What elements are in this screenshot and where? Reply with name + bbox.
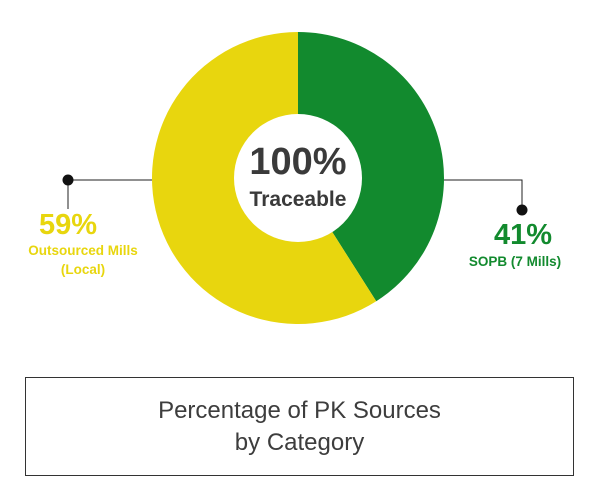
outsourced-connector-dot bbox=[62, 174, 74, 186]
outsourced-connector-line bbox=[67, 179, 152, 209]
caption-line-1: Percentage of PK Sources bbox=[158, 396, 441, 424]
pie-slice-sopb bbox=[298, 32, 445, 302]
caption-line-2: by Category bbox=[234, 428, 365, 456]
chart-caption-box: Percentage of PK Sources by Category bbox=[25, 377, 574, 476]
sopb-connector-dot bbox=[516, 204, 528, 216]
sopb-label: SOPB (7 Mills) bbox=[469, 254, 561, 269]
sopb-value-label: 41% bbox=[494, 219, 552, 251]
center-text-label: Traceable bbox=[250, 188, 347, 211]
donut-chart: 100% Traceable 59% Outsourced Mills (Loc… bbox=[28, 32, 561, 324]
outsourced-label-line2: (Local) bbox=[61, 262, 105, 277]
outsourced-value-label: 59% bbox=[39, 209, 97, 241]
center-value-label: 100% bbox=[249, 141, 346, 183]
sopb-connector-line bbox=[444, 179, 523, 210]
donut-hole bbox=[234, 114, 362, 242]
outsourced-label-line1: Outsourced Mills bbox=[28, 243, 138, 258]
